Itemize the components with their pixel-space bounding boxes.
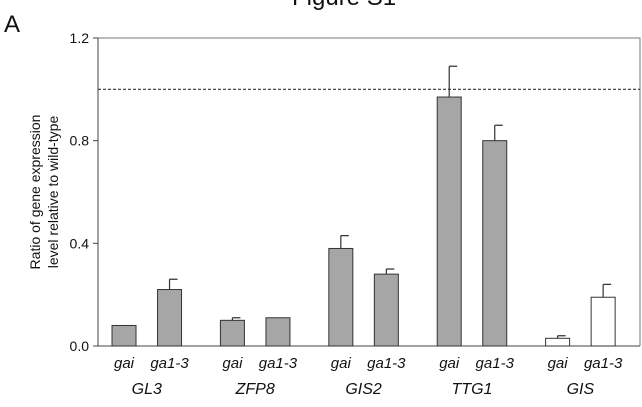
y-axis-label: Ratio of gene expression level relative …: [27, 115, 61, 270]
bar-category-label: gai: [222, 355, 243, 372]
error-bar: [557, 335, 566, 339]
panel-letter: A: [4, 11, 20, 38]
bar-category-label: ga1-3: [584, 355, 623, 372]
y-tick-label: 1.2: [70, 30, 90, 46]
bar-category-label: gai: [331, 355, 352, 372]
error-bar: [448, 65, 458, 98]
error-bar: [340, 235, 349, 249]
bar-gis2-ga1-3: [373, 273, 399, 347]
bar-category-label: ga1-3: [150, 355, 189, 372]
figure-title: Figure S1: [292, 0, 396, 11]
bar-zfp8-ga1-3: [265, 317, 291, 347]
bar-ttg1-gai: [436, 96, 462, 347]
group-label: TTG1: [452, 381, 493, 398]
bar-category-label: gai: [439, 355, 460, 372]
bar-gis2-gai: [328, 247, 354, 347]
bar-ttg1-ga1-3: [482, 140, 508, 347]
bar-gis-ga1-3: [590, 296, 616, 347]
bar-category-label: gai: [114, 355, 135, 372]
bar-category-label: ga1-3: [476, 355, 515, 372]
error-bar: [385, 268, 395, 275]
error-bar: [602, 283, 612, 298]
group-label: GIS: [567, 381, 595, 398]
y-axis-label-line-2: level relative to wild-type: [45, 116, 61, 269]
error-bar: [168, 278, 178, 290]
bar-gl3-ga1-3: [157, 289, 183, 347]
bar-zfp8-gai: [219, 319, 245, 347]
group-label: GIS2: [345, 381, 382, 398]
y-tick-label: 0.8: [70, 133, 90, 149]
bar-category-label: gai: [548, 355, 569, 372]
group-label: ZFP8: [235, 381, 275, 398]
plot-frame: [98, 37, 641, 346]
bar-gl3-gai: [111, 324, 137, 347]
group-label: GL3: [132, 381, 162, 398]
bar-gis-gai: [545, 337, 571, 347]
y-tick-label: 0.0: [70, 338, 90, 354]
error-bar: [231, 317, 241, 321]
bar-category-label: ga1-3: [367, 355, 406, 372]
y-axis-label-line-1: Ratio of gene expression: [27, 115, 43, 270]
y-tick-label: 0.4: [70, 235, 90, 251]
error-bar: [494, 124, 503, 141]
bar-category-label: ga1-3: [259, 355, 298, 372]
